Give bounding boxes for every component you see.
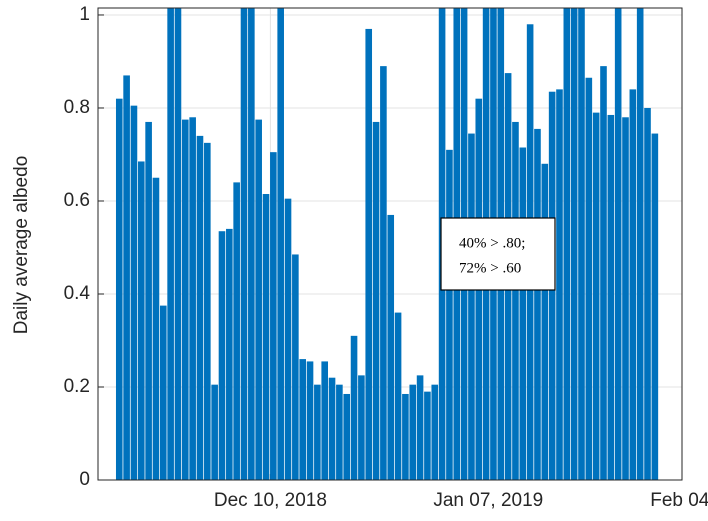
bar xyxy=(644,107,651,480)
bar xyxy=(123,75,130,480)
y-tick-label: 0 xyxy=(79,469,90,490)
bar xyxy=(255,119,262,480)
bar xyxy=(328,377,336,480)
bar xyxy=(211,384,218,480)
bar xyxy=(409,384,417,480)
bar xyxy=(277,8,284,480)
bars xyxy=(115,8,659,480)
bar xyxy=(416,375,424,480)
bar xyxy=(519,147,527,480)
bar xyxy=(284,198,292,480)
bar xyxy=(541,163,549,480)
bar xyxy=(622,117,629,480)
bar xyxy=(387,214,395,480)
bar xyxy=(380,66,387,480)
bar xyxy=(570,8,578,480)
bar xyxy=(299,359,306,480)
bar xyxy=(152,177,160,480)
bar xyxy=(365,28,373,480)
bar xyxy=(248,8,255,480)
bar xyxy=(534,128,541,480)
bar xyxy=(358,375,365,480)
bar xyxy=(651,133,659,480)
bar xyxy=(196,135,204,480)
bar xyxy=(600,66,607,480)
bar xyxy=(321,361,329,480)
bar xyxy=(292,254,299,480)
bar xyxy=(556,89,563,480)
y-tick-label: 1 xyxy=(79,4,90,25)
bar xyxy=(167,8,174,480)
bar xyxy=(115,98,123,480)
y-tick-label: 0.4 xyxy=(64,283,91,304)
bar xyxy=(585,77,593,480)
bar xyxy=(424,391,431,480)
bar xyxy=(431,384,439,480)
bar xyxy=(468,133,475,480)
axes-box xyxy=(97,7,683,481)
bar xyxy=(218,231,226,480)
bar xyxy=(262,194,270,480)
bar xyxy=(607,114,615,480)
bar xyxy=(130,105,138,480)
bar xyxy=(336,384,343,480)
bar xyxy=(182,119,189,480)
bar xyxy=(137,161,145,480)
bar xyxy=(240,8,248,480)
bar xyxy=(636,8,644,480)
bar xyxy=(159,305,167,480)
bar xyxy=(372,121,380,480)
bar xyxy=(578,8,585,480)
x-tick-label: Jan 07, 2019 xyxy=(433,490,543,511)
y-tick-label: 0.2 xyxy=(64,376,90,397)
annotation-box xyxy=(440,217,556,291)
bar xyxy=(314,384,321,480)
annotation-text: 40% > .80; xyxy=(459,235,525,251)
bar xyxy=(614,8,622,480)
x-tick-label: Feb 04, 2019 xyxy=(650,490,708,511)
bar xyxy=(350,335,358,480)
bar xyxy=(270,152,277,480)
bar xyxy=(233,182,240,480)
bar xyxy=(343,393,351,480)
bar xyxy=(394,312,402,480)
bar xyxy=(402,393,409,480)
bar xyxy=(592,112,600,480)
y-axis-label: Daily average albedo xyxy=(11,156,32,335)
bar xyxy=(629,89,637,480)
bar xyxy=(563,8,571,480)
annotation-text: 72% > .60 xyxy=(459,260,521,276)
bar xyxy=(306,361,314,480)
bar xyxy=(189,117,196,480)
bar xyxy=(446,149,453,480)
bar xyxy=(204,142,211,480)
x-tick-label: Dec 10, 2018 xyxy=(214,490,327,511)
y-tick-label: 0.6 xyxy=(64,190,90,211)
y-tick-label: 0.8 xyxy=(64,97,90,118)
bar xyxy=(226,228,233,480)
bar xyxy=(512,121,519,480)
bar xyxy=(174,8,182,480)
bar xyxy=(145,121,152,480)
